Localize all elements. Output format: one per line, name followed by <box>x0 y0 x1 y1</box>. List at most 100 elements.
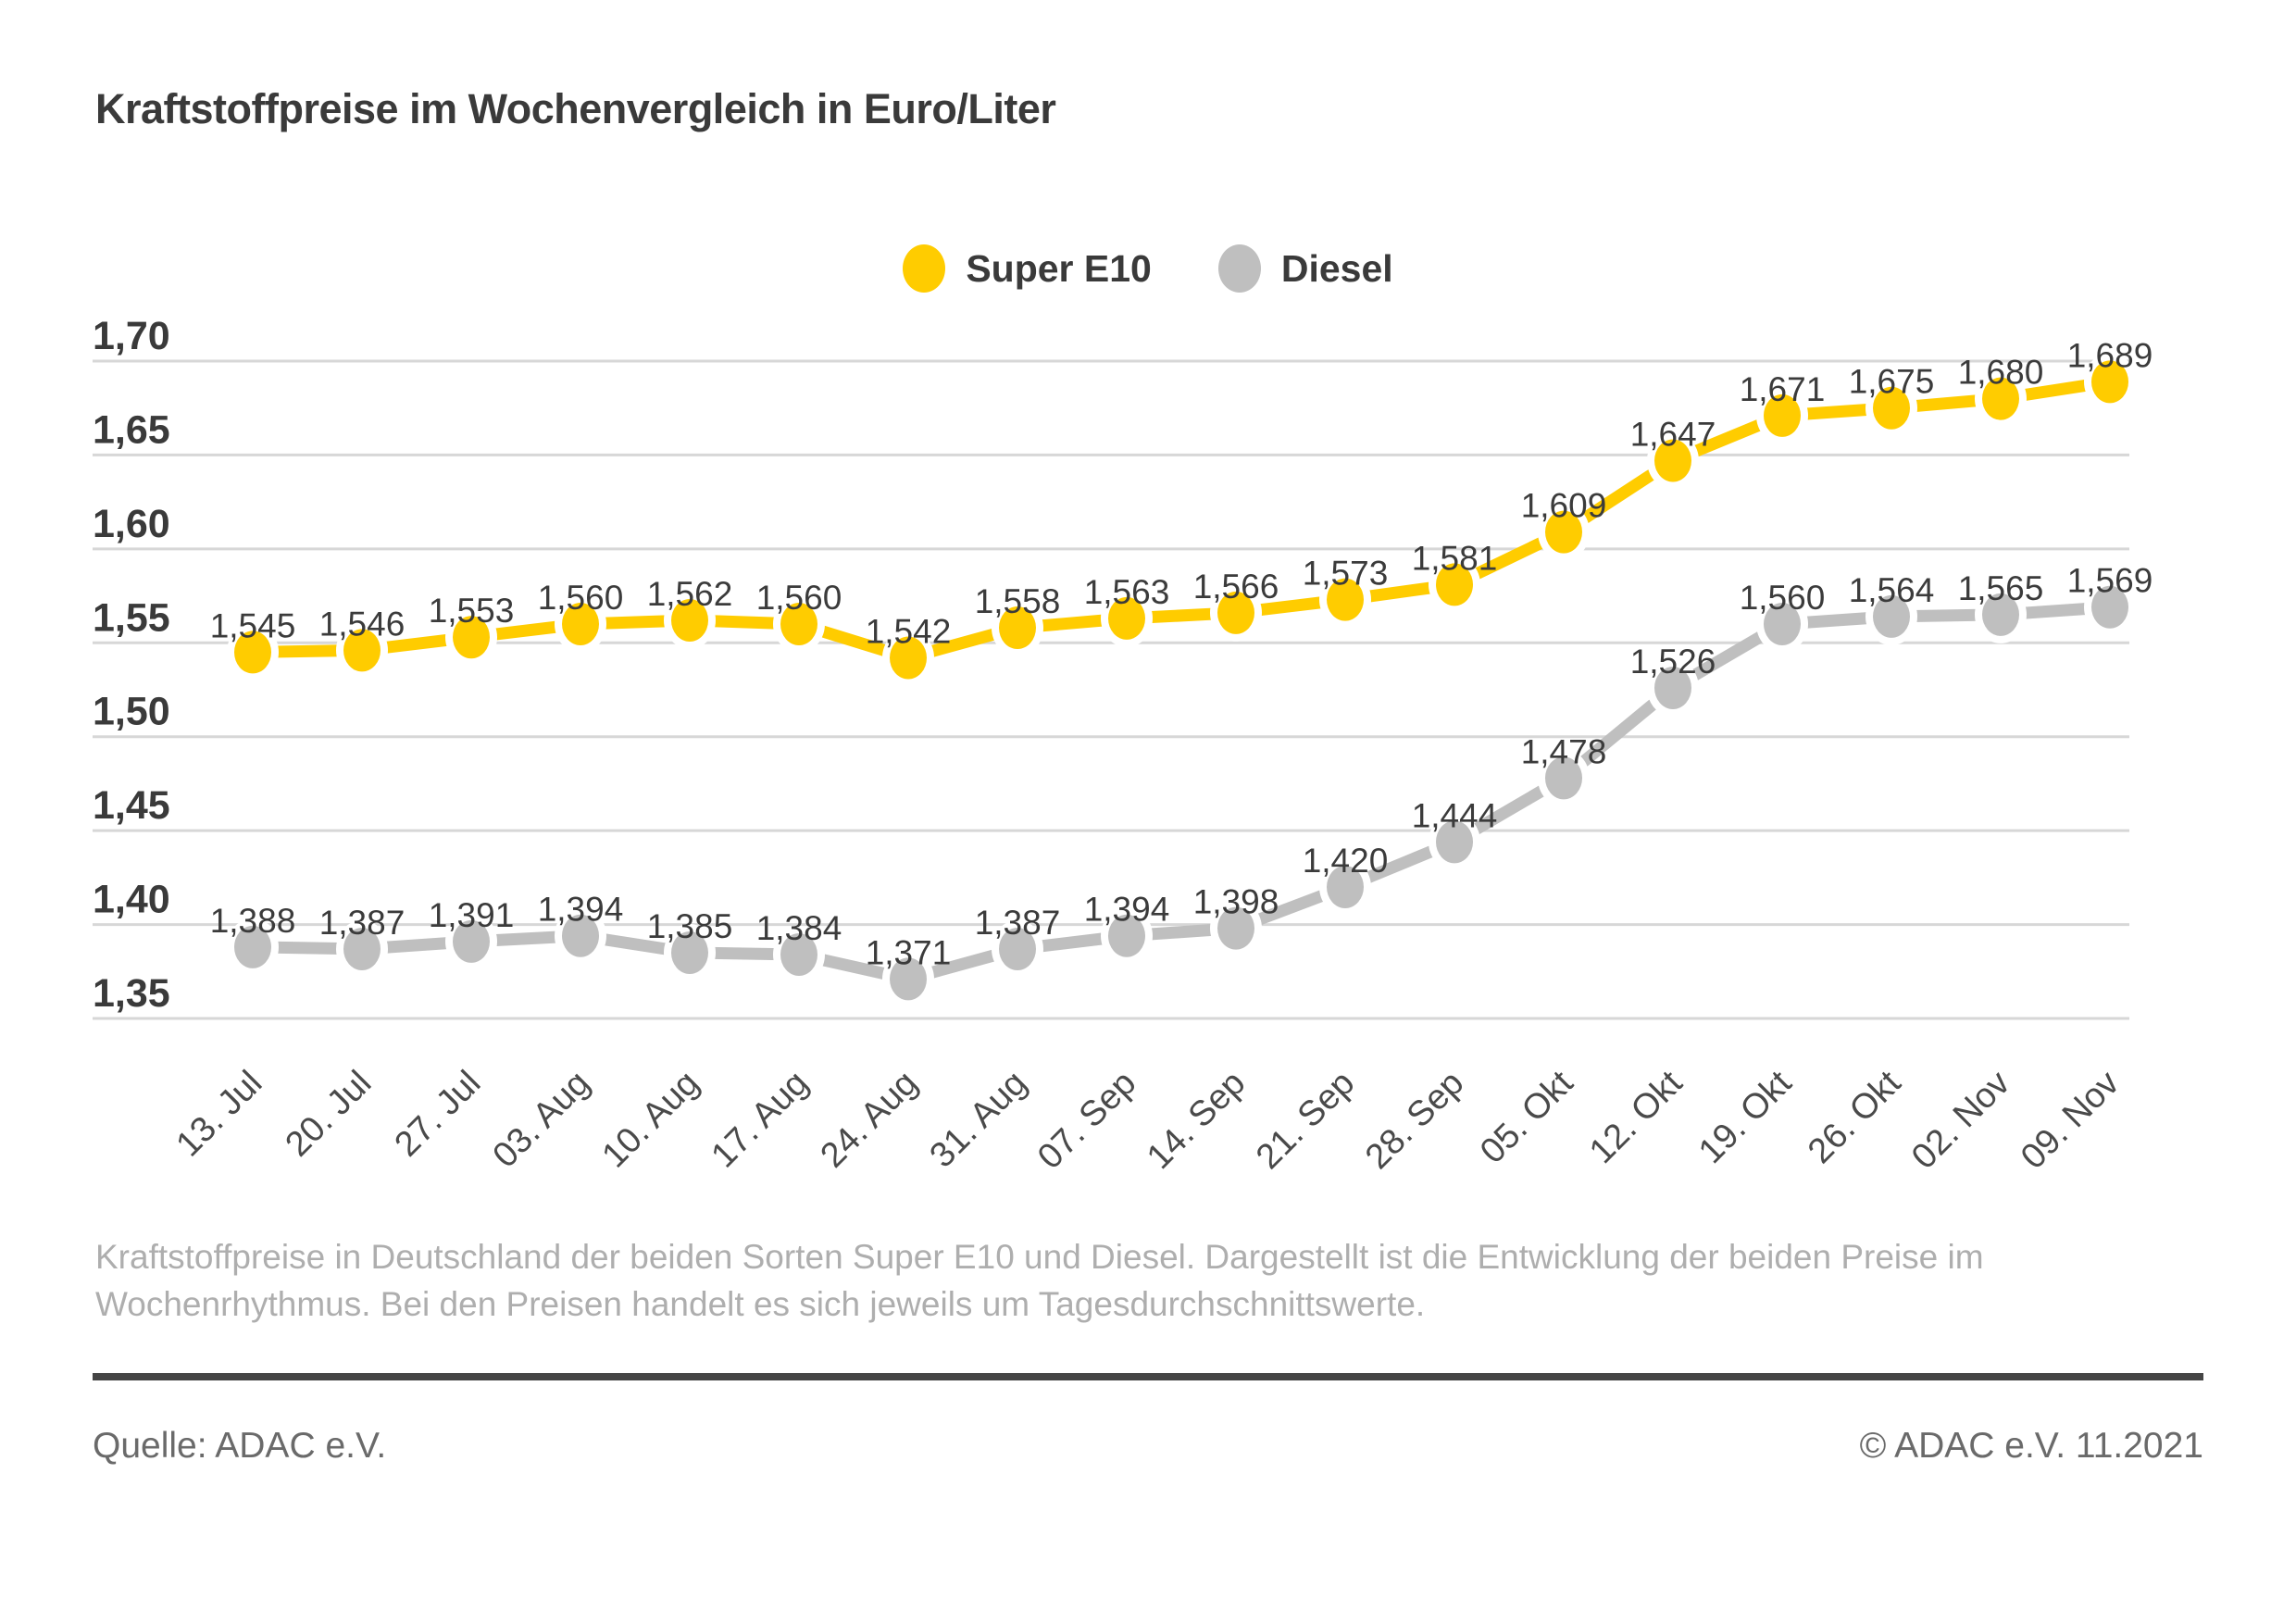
source-text: Quelle: ADAC e.V. <box>93 1426 387 1466</box>
series-super-e10-value-label: 1,553 <box>429 592 515 630</box>
point-halo <box>1319 858 1371 916</box>
series-super-e10-point <box>671 598 708 642</box>
series-diesel-value-label: 1,387 <box>319 904 406 942</box>
series-diesel-value-label: 1,420 <box>1303 842 1389 880</box>
series-diesel-point <box>1654 666 1691 709</box>
point-halo <box>1975 585 2027 643</box>
series-diesel: 1,388 1,387 1,391 1,394 1,385 1,384 1,371 1,387… <box>210 562 2153 1008</box>
point-halo <box>992 919 1043 978</box>
y-tick-label: 1,70 <box>93 314 170 358</box>
point-halo <box>1210 899 1262 957</box>
x-tick-label: 21. Sep <box>1249 1064 1362 1177</box>
series-super-e10-value-label: 1,689 <box>2067 336 2153 374</box>
series-super-e10-point <box>1654 439 1691 482</box>
chart-legend: Super E10 Diesel <box>0 244 2296 293</box>
series-diesel-value-label: 1,394 <box>538 891 624 929</box>
footer-row: Quelle: ADAC e.V. © ADAC e.V. 11.2021 <box>0 1426 2296 1467</box>
series-diesel-point <box>453 919 490 963</box>
legend-dot-super-e10-icon <box>903 244 946 293</box>
series-super-e10-value-label: 1,671 <box>1740 370 1826 408</box>
legend-dot-diesel-icon <box>1217 244 1261 293</box>
point-halo <box>1319 570 1371 629</box>
point-halo <box>1647 658 1699 717</box>
series-diesel-point <box>343 927 381 970</box>
series-super-e10-value-label: 1,558 <box>975 582 1061 620</box>
series-super-e10-value-label: 1,563 <box>1084 573 1170 611</box>
point-halo <box>1101 906 1153 965</box>
series-super-e10-point <box>453 616 490 659</box>
x-tick-label: 13. Jul <box>168 1064 269 1165</box>
point-halo <box>882 629 934 687</box>
y-tick-label: 1,35 <box>93 971 170 1016</box>
series-super-e10-point <box>1327 578 1364 621</box>
point-halo <box>445 912 497 970</box>
series-super-e10-point <box>1873 386 1910 430</box>
series-super-e10-value-label: 1,647 <box>1630 416 1716 454</box>
series-super-e10-value-label: 1,545 <box>210 606 296 644</box>
point-halo <box>555 906 606 965</box>
point-halo <box>445 608 497 667</box>
x-tick-label: 10. Aug <box>595 1064 707 1176</box>
point-halo <box>227 918 279 976</box>
series-diesel-point <box>671 931 708 974</box>
series-diesel-value-label: 1,444 <box>1412 796 1498 834</box>
y-tick-label: 1,45 <box>93 783 170 828</box>
series-diesel-value-label: 1,387 <box>975 904 1061 942</box>
point-halo <box>2084 578 2136 636</box>
series-super-e10-value-label: 1,675 <box>1849 363 1935 401</box>
series-super-e10-line <box>252 375 2111 665</box>
series-super-e10-value-label: 1,566 <box>1193 568 1279 606</box>
point-halo <box>1866 379 1917 437</box>
series-diesel-value-label: 1,398 <box>1193 883 1279 921</box>
series-super-e10-point <box>1108 596 1145 640</box>
y-tick-label: 1,40 <box>93 878 170 922</box>
point-halo <box>992 599 1043 657</box>
divider-rule <box>93 1373 2203 1380</box>
series-diesel-point <box>2091 585 2128 629</box>
point-halo <box>1429 813 1480 871</box>
legend-label-diesel: Diesel <box>1280 246 1393 290</box>
point-halo <box>1101 589 1153 647</box>
series-super-e10-point <box>343 629 381 672</box>
series-diesel-value-label: 1,478 <box>1521 732 1607 770</box>
series-diesel-value-label: 1,391 <box>429 896 515 934</box>
x-tick-label: 20. Jul <box>278 1064 379 1165</box>
series-diesel-point <box>780 933 817 977</box>
y-tick-label: 1,55 <box>93 595 170 640</box>
x-tick-label: 09. Nov <box>2014 1064 2127 1177</box>
series-diesel-point <box>890 957 927 1001</box>
y-axis-labels: 1,70 1,65 1,60 1,55 1,50 1,45 1,40 1,35 <box>93 314 170 1016</box>
x-tick-label: 17. Aug <box>705 1064 817 1176</box>
x-tick-label: 03. Aug <box>486 1064 598 1176</box>
series-super-e10-value-label: 1,542 <box>866 613 952 651</box>
point-halo <box>2084 353 2136 411</box>
series-super-e10-point <box>562 603 599 645</box>
x-tick-label: 05. Okt <box>1473 1063 1581 1171</box>
point-halo <box>1429 556 1480 614</box>
series-diesel-value-label: 1,560 <box>1740 579 1826 617</box>
copyright-text: © ADAC e.V. 11.2021 <box>1859 1426 2203 1466</box>
x-tick-label: 02. Nov <box>1904 1064 2017 1177</box>
series-super-e10-value-label: 1,680 <box>1958 354 2044 392</box>
series-diesel-point <box>1545 756 1582 800</box>
point-halo <box>664 591 716 649</box>
y-tick-label: 1,60 <box>93 502 170 546</box>
point-halo <box>336 919 388 978</box>
series-diesel-value-label: 1,569 <box>2067 562 2153 600</box>
point-halo <box>1538 749 1590 807</box>
series-super-e10-point <box>234 631 271 674</box>
series-super-e10-point <box>890 636 927 680</box>
series-diesel-value-label: 1,564 <box>1849 571 1935 609</box>
point-halo <box>1210 583 1262 642</box>
point-halo <box>227 623 279 681</box>
series-diesel-point <box>562 914 599 957</box>
series-super-e10-value-label: 1,573 <box>1303 555 1389 593</box>
x-tick-label: 26. Okt <box>1801 1063 1909 1171</box>
x-tick-label: 28. Sep <box>1358 1064 1471 1177</box>
series-super-e10-point <box>1545 510 1582 554</box>
x-tick-label: 14. Sep <box>1140 1064 1253 1177</box>
x-tick-label: 31. Aug <box>923 1064 1035 1176</box>
